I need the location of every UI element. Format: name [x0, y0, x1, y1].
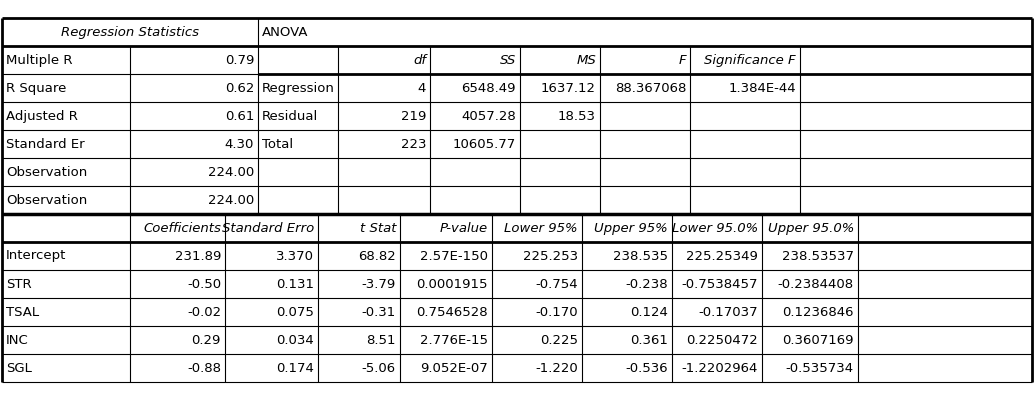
Text: SS: SS — [500, 53, 516, 66]
Text: 0.124: 0.124 — [630, 306, 668, 319]
Text: SGL: SGL — [6, 362, 32, 374]
Text: 0.79: 0.79 — [225, 53, 254, 66]
Text: -0.17037: -0.17037 — [699, 306, 758, 319]
Text: -0.535734: -0.535734 — [786, 362, 854, 374]
Text: Upper 95.0%: Upper 95.0% — [768, 221, 854, 234]
Text: 0.29: 0.29 — [191, 334, 221, 347]
Text: 224.00: 224.00 — [208, 166, 254, 178]
Text: -0.88: -0.88 — [187, 362, 221, 374]
Text: 0.2250472: 0.2250472 — [686, 334, 758, 347]
Text: ANOVA: ANOVA — [262, 25, 308, 38]
Text: -5.06: -5.06 — [362, 362, 396, 374]
Text: TSAL: TSAL — [6, 306, 39, 319]
Text: 0.1236846: 0.1236846 — [782, 306, 854, 319]
Text: Standard Er: Standard Er — [6, 138, 85, 151]
Text: 224.00: 224.00 — [208, 193, 254, 206]
Text: -1.2202964: -1.2202964 — [682, 362, 758, 374]
Text: 0.0001915: 0.0001915 — [416, 277, 487, 291]
Text: 10605.77: 10605.77 — [452, 138, 516, 151]
Text: Regression Statistics: Regression Statistics — [61, 25, 199, 38]
Text: 3.370: 3.370 — [276, 249, 314, 262]
Text: Total: Total — [262, 138, 293, 151]
Text: 18.53: 18.53 — [558, 110, 596, 123]
Text: 0.3607169: 0.3607169 — [782, 334, 854, 347]
Text: 225.253: 225.253 — [523, 249, 578, 262]
Text: 0.075: 0.075 — [276, 306, 314, 319]
Text: -0.50: -0.50 — [187, 277, 221, 291]
Text: -0.754: -0.754 — [535, 277, 578, 291]
Text: Residual: Residual — [262, 110, 318, 123]
Text: 225.25349: 225.25349 — [686, 249, 758, 262]
Text: 4: 4 — [418, 81, 426, 95]
Text: -0.7538457: -0.7538457 — [681, 277, 758, 291]
Text: Standard Erro: Standard Erro — [221, 221, 314, 234]
Text: -0.31: -0.31 — [362, 306, 396, 319]
Text: 0.62: 0.62 — [225, 81, 254, 95]
Text: 238.535: 238.535 — [613, 249, 668, 262]
Text: 0.61: 0.61 — [225, 110, 254, 123]
Text: 223: 223 — [401, 138, 426, 151]
Text: -0.2384408: -0.2384408 — [778, 277, 854, 291]
Text: Observation: Observation — [6, 166, 87, 178]
Text: df: df — [413, 53, 426, 66]
Text: 2.57E-150: 2.57E-150 — [420, 249, 487, 262]
Text: Multiple R: Multiple R — [6, 53, 72, 66]
Text: 0.225: 0.225 — [540, 334, 578, 347]
Text: t Stat: t Stat — [359, 221, 396, 234]
Text: 0.034: 0.034 — [276, 334, 314, 347]
Text: Upper 95%: Upper 95% — [594, 221, 668, 234]
Text: 88.367068: 88.367068 — [615, 81, 686, 95]
Text: 0.174: 0.174 — [276, 362, 314, 374]
Text: 8.51: 8.51 — [366, 334, 396, 347]
Text: 0.131: 0.131 — [276, 277, 314, 291]
Text: Lower 95.0%: Lower 95.0% — [672, 221, 758, 234]
Text: -0.02: -0.02 — [187, 306, 221, 319]
Text: 4.30: 4.30 — [225, 138, 254, 151]
Text: 219: 219 — [401, 110, 426, 123]
Text: Significance F: Significance F — [705, 53, 796, 66]
Text: 4057.28: 4057.28 — [462, 110, 516, 123]
Text: 231.89: 231.89 — [175, 249, 221, 262]
Text: INC: INC — [6, 334, 29, 347]
Text: MS: MS — [576, 53, 596, 66]
Text: 0.361: 0.361 — [630, 334, 668, 347]
Text: -0.238: -0.238 — [625, 277, 668, 291]
Text: STR: STR — [6, 277, 32, 291]
Text: -0.170: -0.170 — [535, 306, 578, 319]
Text: Lower 95%: Lower 95% — [504, 221, 578, 234]
Text: 9.052E-07: 9.052E-07 — [420, 362, 487, 374]
Text: Regression: Regression — [262, 81, 335, 95]
Text: 68.82: 68.82 — [358, 249, 396, 262]
Text: -1.220: -1.220 — [535, 362, 578, 374]
Text: 0.7546528: 0.7546528 — [416, 306, 487, 319]
Text: Adjusted R: Adjusted R — [6, 110, 78, 123]
Text: F: F — [678, 53, 686, 66]
Text: 1637.12: 1637.12 — [541, 81, 596, 95]
Text: 6548.49: 6548.49 — [462, 81, 516, 95]
Text: Observation: Observation — [6, 193, 87, 206]
Text: -0.536: -0.536 — [625, 362, 668, 374]
Text: P-value: P-value — [440, 221, 487, 234]
Text: R Square: R Square — [6, 81, 66, 95]
Text: Intercept: Intercept — [6, 249, 66, 262]
Text: 1.384E-44: 1.384E-44 — [729, 81, 796, 95]
Text: 2.776E-15: 2.776E-15 — [420, 334, 487, 347]
Text: Coefficients: Coefficients — [143, 221, 221, 234]
Text: 238.53537: 238.53537 — [782, 249, 854, 262]
Text: -3.79: -3.79 — [362, 277, 396, 291]
